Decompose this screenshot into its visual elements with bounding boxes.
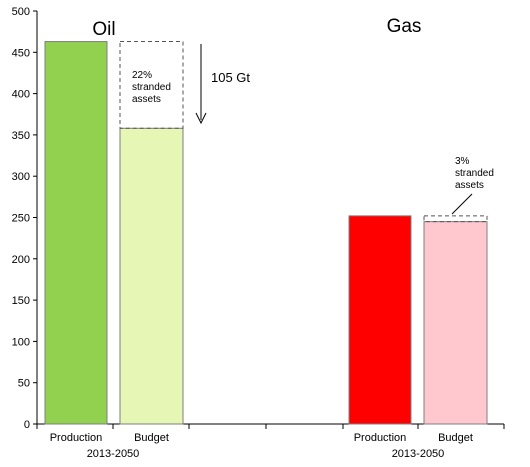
bar-gas-budget [423,221,488,425]
axes: 0 50 100 150 200 250 300 350 400 450 500 [12,6,505,431]
y-tick-label: 200 [12,254,30,266]
y-tick-label: 100 [12,336,30,348]
stranded-assets-box-gas [423,215,488,223]
category-label: Budget [438,432,473,444]
y-tick-label: 450 [12,47,30,59]
section-title-oil: Oil [92,19,115,40]
y-tick-label: 300 [12,171,30,183]
y-tick-label: 50 [18,378,30,390]
period-label: 2013-2050 [392,448,445,460]
labels: Production Budget 2013-2050 Oil Production Bu… [50,16,473,460]
down-arrow-icon [195,112,207,125]
y-tick-label: 500 [12,6,30,18]
arrow-label: 105 Gt [211,70,250,85]
y-tick-label: 400 [12,89,30,101]
y-tick-label: 250 [12,213,30,225]
period-label: 2013-2050 [87,448,140,460]
section-title-gas: Gas [387,16,422,37]
stranded-assets-annotation: stranded [455,168,494,179]
stranded-assets-annotation: stranded [132,82,171,93]
y-tick-label: 0 [24,419,30,431]
stranded-assets-annotation: 22% [132,70,152,81]
y-tick-label: 350 [12,130,30,142]
category-label: Budget [134,432,169,444]
category-label: Production [50,432,103,444]
bars [44,41,488,425]
stranded-assets-box-oil [119,41,184,129]
y-tick-label: 150 [12,295,30,307]
stranded-assets-annotation: assets [132,94,161,105]
bar-oil-production [44,41,108,425]
category-label: Production [354,432,407,444]
bar-oil-budget [119,127,184,425]
annotation-leader-line [451,193,473,215]
bar-gas-production [348,215,412,425]
stranded-assets-annotation: 3% [455,156,470,167]
stranded-assets-annotation: assets [455,180,484,191]
